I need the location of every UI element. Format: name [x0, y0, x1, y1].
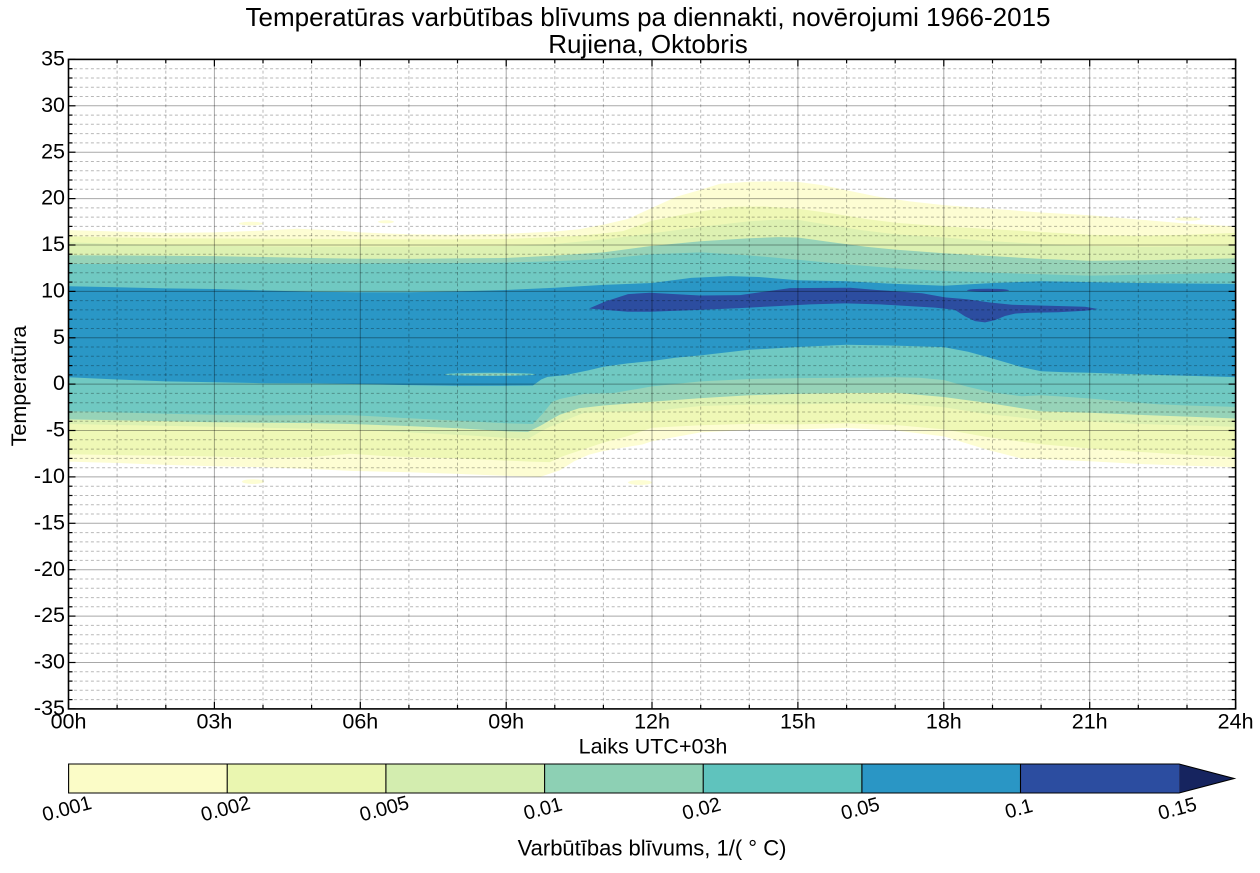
- svg-text:Temperatūra: Temperatūra: [7, 326, 31, 447]
- svg-text:20: 20: [41, 186, 65, 210]
- svg-text:-30: -30: [34, 650, 65, 674]
- svg-text:-5: -5: [46, 418, 65, 442]
- svg-text:35: 35: [41, 47, 65, 71]
- svg-text:25: 25: [41, 139, 65, 163]
- svg-text:Laiks UTC+03h: Laiks UTC+03h: [579, 735, 728, 759]
- svg-text:09h: 09h: [488, 710, 524, 734]
- svg-text:-15: -15: [34, 510, 65, 534]
- svg-text:-20: -20: [34, 557, 65, 581]
- svg-text:06h: 06h: [342, 710, 378, 734]
- svg-text:5: 5: [53, 325, 65, 349]
- svg-text:Rujiena, Oktobris: Rujiena, Oktobris: [548, 29, 747, 59]
- svg-text:15h: 15h: [780, 710, 816, 734]
- svg-text:-35: -35: [34, 696, 65, 720]
- svg-text:10: 10: [41, 279, 65, 303]
- svg-text:-10: -10: [34, 464, 65, 488]
- svg-text:21h: 21h: [1072, 710, 1108, 734]
- svg-text:15: 15: [41, 232, 65, 256]
- svg-text:Temperatūras varbūtības blīvum: Temperatūras varbūtības blīvums pa dienn…: [245, 2, 1050, 32]
- svg-text:-25: -25: [34, 603, 65, 627]
- svg-text:00h: 00h: [51, 710, 87, 734]
- svg-text:12h: 12h: [634, 710, 670, 734]
- svg-text:0: 0: [53, 371, 65, 395]
- svg-text:Varbūtības blīvums, 1/( ° C): Varbūtības blīvums, 1/( ° C): [518, 836, 787, 861]
- svg-text:03h: 03h: [196, 710, 232, 734]
- svg-text:24h: 24h: [1218, 710, 1254, 734]
- svg-text:30: 30: [41, 93, 65, 117]
- svg-text:18h: 18h: [926, 710, 962, 734]
